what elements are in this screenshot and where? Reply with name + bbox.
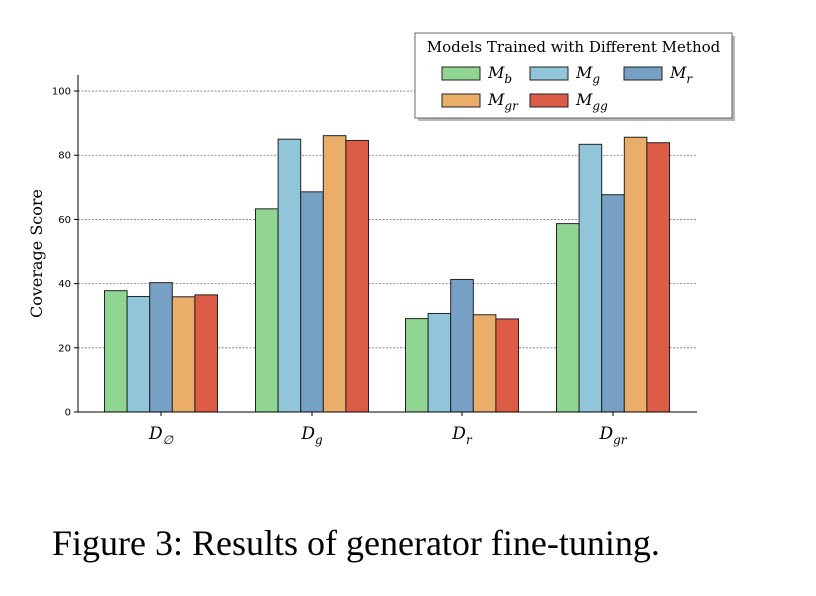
y-axis-label: Coverage Score xyxy=(27,189,46,318)
y-tick-label: 20 xyxy=(58,343,71,354)
legend-swatch-Mgr xyxy=(441,93,481,108)
legend-label-Mg: Mg xyxy=(575,63,600,86)
axes xyxy=(77,75,697,413)
bar-Mgg-0 xyxy=(194,294,218,413)
legend-title: Models Trained with Different Method xyxy=(427,38,721,56)
bar-Mgr-3 xyxy=(623,136,648,413)
y-tick-label: 100 xyxy=(52,87,71,98)
bar-Mgg-3 xyxy=(646,142,671,413)
x-tick-label: Dgr xyxy=(598,424,627,447)
legend-swatch-Mb xyxy=(441,66,481,81)
legend: Models Trained with Different Method Mb Mg… xyxy=(414,32,735,121)
bar-Mg-2 xyxy=(427,312,452,413)
y-tick-label: 60 xyxy=(58,215,71,226)
bars xyxy=(104,135,671,413)
legend-swatch-Mgg xyxy=(529,93,569,108)
x-tick-label: Dr xyxy=(451,424,473,447)
bar-Mb-0 xyxy=(104,290,128,413)
bar-Mb-2 xyxy=(405,318,429,413)
legend-label-Mr: Mr xyxy=(669,63,693,86)
bar-Mr-0 xyxy=(149,282,173,413)
bar-Mb-3 xyxy=(556,223,580,413)
x-tick-label: Dg xyxy=(300,424,323,447)
bar-Mr-3 xyxy=(601,194,625,413)
bar-Mgg-2 xyxy=(495,318,519,413)
x-axis-ticks: D∅ Dg Dr Dgr xyxy=(148,412,628,447)
figure-caption: Figure 3: Results of generator fine-tuni… xyxy=(52,523,660,563)
bar-Mgr-1 xyxy=(322,135,347,413)
bar-Mg-0 xyxy=(126,295,151,413)
x-tick-label: D∅ xyxy=(148,424,174,447)
legend-label-Mgr: Mgr xyxy=(487,90,519,113)
y-tick-label: 40 xyxy=(58,279,71,290)
bar-Mr-1 xyxy=(300,191,324,413)
bar-Mgr-0 xyxy=(171,296,196,413)
y-tick-label: 0 xyxy=(65,408,71,419)
bar-Mg-3 xyxy=(578,143,603,413)
legend-label-Mb: Mb xyxy=(487,63,512,86)
bar-Mr-2 xyxy=(450,278,474,413)
y-axis-ticks: 0 20 40 60 80 100 xyxy=(52,87,78,419)
bar-Mb-1 xyxy=(255,208,279,413)
legend-swatch-Mg xyxy=(529,66,569,81)
legend-label-Mgg: Mgg xyxy=(575,90,608,113)
legend-swatch-Mr xyxy=(623,66,663,81)
bar-chart: 0 20 40 60 80 100 D∅ Dg Dr Dgr Coverage Score Mo… xyxy=(27,32,735,447)
bar-Mgr-2 xyxy=(472,314,497,413)
bar-Mg-1 xyxy=(277,138,302,413)
bar-Mgg-1 xyxy=(345,139,369,413)
y-tick-label: 80 xyxy=(58,151,71,162)
